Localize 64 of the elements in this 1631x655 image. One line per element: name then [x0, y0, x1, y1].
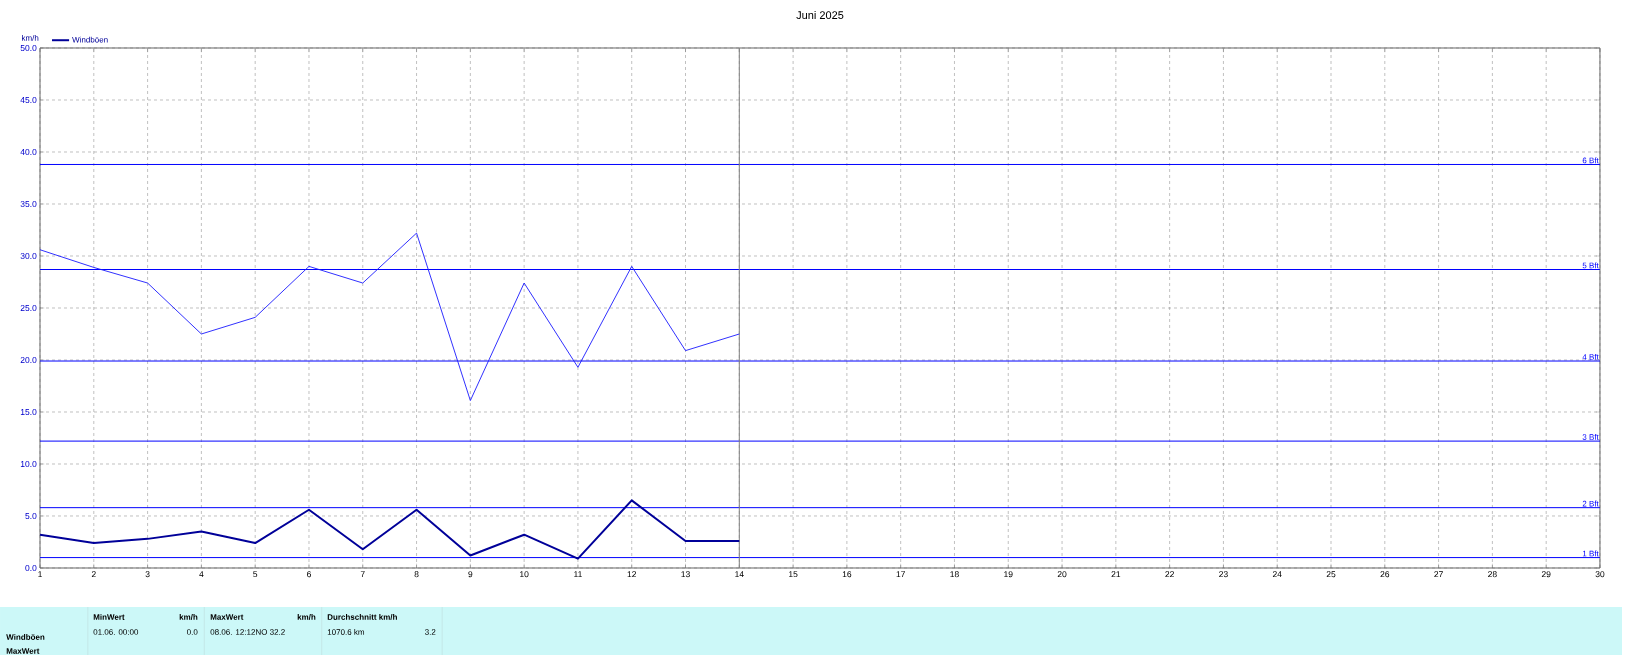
x-tick-label: 11 — [574, 571, 582, 578]
text: km/h — [297, 614, 316, 620]
text: 3.2 — [424, 629, 436, 635]
x-tick-label: 6 — [307, 571, 311, 578]
ref-line-label: 3 Bft — [1582, 434, 1599, 440]
x-tick-label: 25 — [1326, 571, 1336, 578]
y-tick-label: 15.0 — [20, 408, 37, 415]
x-tick-label: 3 — [145, 571, 150, 578]
text: MinWert — [93, 614, 125, 620]
x-tick-label: 27 — [1434, 571, 1443, 578]
x-tick-label: 9 — [468, 571, 473, 578]
x-tick-label: 1 — [38, 571, 42, 578]
x-tick-label: 29 — [1541, 571, 1551, 578]
ref-line-label: 5 Bft — [1582, 262, 1599, 269]
x-tick-label: 23 — [1219, 571, 1228, 578]
line-series — [39, 232, 740, 401]
y-tick-label: 25.0 — [20, 304, 37, 311]
y-tick-label: 0.0 — [25, 564, 37, 571]
x-tick-label: 24 — [1272, 571, 1282, 578]
x-tick-label: 10 — [520, 571, 529, 578]
y-axis-title: km/h — [22, 34, 39, 41]
x-tick-label: 13 — [681, 571, 690, 578]
text: MaxWert — [210, 614, 244, 620]
ref-line-label: 2 Bft — [1582, 500, 1599, 507]
x-tick-label: 14 — [735, 571, 744, 578]
x-tick-label: 18 — [950, 571, 959, 578]
x-tick-label: 15 — [789, 571, 798, 578]
text: 0.0 — [187, 629, 198, 635]
x-tick-label: 16 — [842, 571, 852, 578]
ref-line-label: 6 Bft — [1582, 157, 1599, 164]
y-tick-label: 35.0 — [20, 200, 37, 207]
text: MaxWert — [6, 648, 40, 654]
text: 08.06. 12:12NO 32.2 — [210, 629, 285, 635]
y-tick-label: 40.0 — [20, 148, 37, 155]
x-tick-label: 7 — [360, 571, 365, 578]
text: Windböen — [72, 36, 108, 43]
y-tick-label: 20.0 — [20, 356, 37, 363]
text: Durchschnitt km/h — [327, 614, 397, 620]
chart-title: Juni 2025 — [796, 10, 844, 20]
text: Windböen — [6, 634, 45, 640]
x-tick-label: 5 — [253, 571, 258, 578]
x-tick-label: 30 — [1595, 571, 1605, 578]
y-tick-label: 30.0 — [20, 252, 37, 259]
y-tick-label: 50.0 — [20, 44, 37, 51]
x-tick-label: 20 — [1057, 571, 1067, 578]
y-tick-label: 5.0 — [25, 512, 37, 519]
x-tick-label: 2 — [91, 571, 96, 578]
text: 01.06. 00:00 — [93, 629, 139, 635]
y-tick-label: 10.0 — [20, 460, 37, 467]
x-tick-label: 21 — [1111, 571, 1121, 578]
x-tick-label: 19 — [1004, 571, 1013, 578]
x-tick-label: 26 — [1380, 571, 1390, 578]
x-tick-label: 8 — [414, 571, 419, 578]
text: km/h — [179, 614, 198, 620]
x-tick-label: 22 — [1165, 571, 1174, 578]
y-tick-label: 45.0 — [20, 96, 37, 103]
x-tick-label: 4 — [199, 571, 204, 578]
line-series — [39, 499, 741, 560]
x-tick-label: 12 — [627, 571, 637, 578]
ref-line-label: 4 Bft — [1582, 353, 1599, 360]
text: 1070.6 km — [327, 629, 365, 635]
x-tick-label: 28 — [1488, 571, 1497, 578]
ref-line-label: 1 Bft — [1582, 550, 1599, 557]
x-tick-label: 17 — [896, 571, 905, 578]
